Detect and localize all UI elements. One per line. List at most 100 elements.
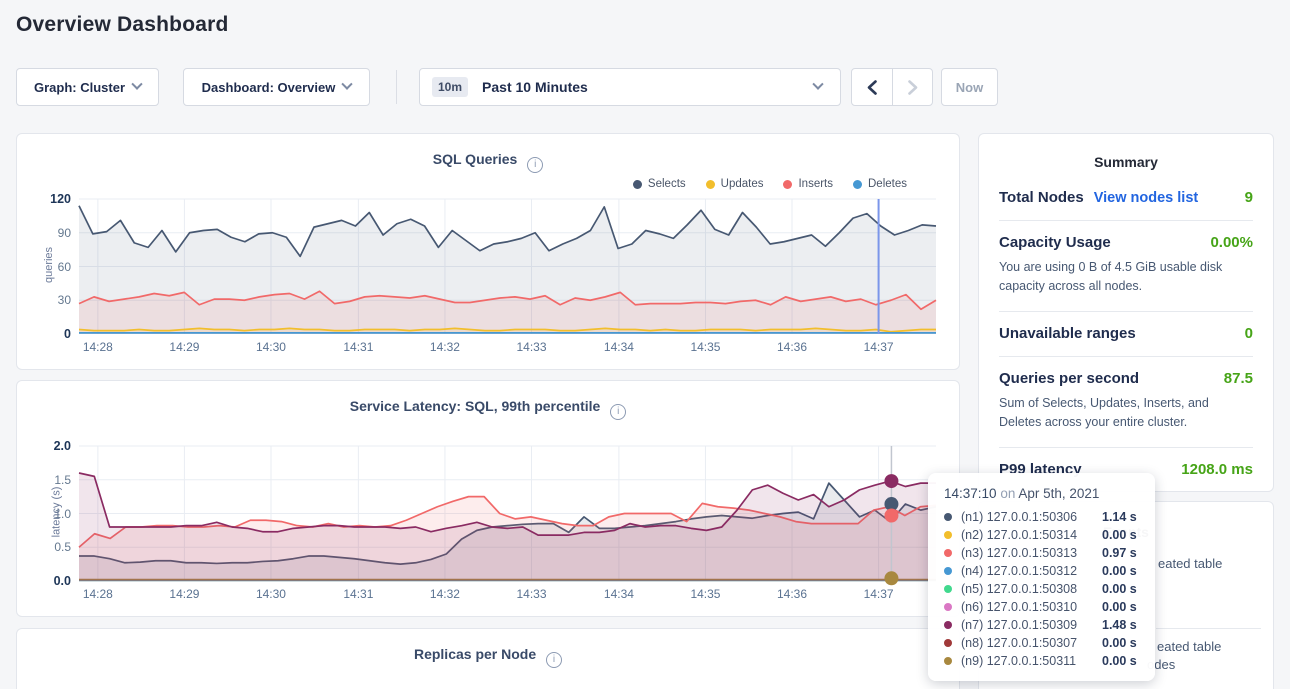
tooltip-node-row: (n8) 127.0.0.1:503070.00 s — [944, 634, 1141, 652]
chart-title: SQL Queries i — [17, 151, 959, 173]
summary-heading: Summary — [999, 134, 1253, 176]
tooltip-node-row: (n9) 127.0.0.1:503110.00 s — [944, 652, 1141, 670]
chevron-down-icon — [131, 79, 142, 90]
tooltip-node-label: (n3) 127.0.0.1:50313 — [961, 546, 1102, 560]
chevron-down-icon — [812, 79, 823, 90]
x-axis-tick: 14:35 — [690, 587, 720, 601]
chart-plot[interactable] — [79, 446, 936, 581]
previous-time-button[interactable] — [852, 69, 892, 105]
summary-row-description: Sum of Selects, Updates, Inserts, and De… — [999, 394, 1253, 433]
tooltip-on: on — [997, 486, 1019, 501]
y-axis-tick: 0.0 — [19, 573, 71, 589]
dashboard-dropdown-label: Dashboard: Overview — [202, 80, 336, 95]
time-range-dropdown[interactable]: 10m Past 10 Minutes — [419, 68, 841, 106]
legend-label: Deletes — [868, 178, 907, 190]
node-color-dot — [944, 621, 952, 629]
tooltip-node-label: (n4) 127.0.0.1:50312 — [961, 564, 1102, 578]
tooltip-node-row: (n7) 127.0.0.1:503091.48 s — [944, 616, 1141, 634]
legend-dot — [783, 180, 792, 189]
tooltip-node-value: 0.00 s — [1102, 654, 1137, 668]
legend-label: Inserts — [798, 178, 833, 190]
replicas-per-node-chart-card: Replicas per Node i — [16, 628, 960, 689]
x-axis-tick: 14:30 — [256, 340, 286, 354]
legend-item-updates: Updates — [706, 178, 764, 190]
y-axis-tick: 2.0 — [19, 438, 71, 454]
node-color-dot — [944, 585, 952, 593]
tooltip-node-label: (n6) 127.0.0.1:50310 — [961, 600, 1102, 614]
tooltip-node-label: (n7) 127.0.0.1:50309 — [961, 618, 1102, 632]
graph-dropdown-label: Graph: Cluster — [34, 80, 125, 95]
page-title: Overview Dashboard — [16, 13, 229, 37]
overview-dashboard-page: Overview Dashboard Graph: Cluster Dashbo… — [0, 0, 1290, 689]
tooltip-node-value: 0.00 s — [1102, 582, 1137, 596]
summary-row-value: 0.00% — [1210, 234, 1253, 251]
tooltip-node-label: (n2) 127.0.0.1:50314 — [961, 528, 1102, 542]
x-axis-tick: 14:36 — [777, 340, 807, 354]
tooltip-node-value: 0.00 s — [1102, 528, 1137, 542]
info-icon[interactable]: i — [546, 652, 562, 668]
tooltip-node-value: 0.00 s — [1102, 636, 1137, 650]
summary-panel: Summary Total NodesView nodes list9Capac… — [978, 133, 1274, 492]
y-axis-tick: 30 — [19, 292, 71, 308]
node-color-dot — [944, 513, 952, 521]
x-axis-tick: 14:35 — [690, 340, 720, 354]
x-axis-tick: 14:37 — [864, 340, 894, 354]
x-axis-tick: 14:32 — [430, 587, 460, 601]
view-nodes-list-link[interactable]: View nodes list — [1094, 190, 1199, 206]
node-color-dot — [944, 549, 952, 557]
summary-row-value: 0 — [1245, 325, 1253, 342]
tooltip-node-label: (n9) 127.0.0.1:50311 — [961, 654, 1102, 668]
tooltip-time: 14:37:10 — [944, 486, 997, 501]
x-axis-tick: 14:37 — [864, 587, 894, 601]
next-time-button[interactable] — [892, 69, 932, 105]
tooltip-node-value: 0.00 s — [1102, 600, 1137, 614]
info-icon[interactable]: i — [610, 404, 626, 420]
tooltip-node-row: (n2) 127.0.0.1:503140.00 s — [944, 526, 1141, 544]
tooltip-date: Apr 5th, 2021 — [1018, 486, 1099, 501]
summary-row: Total NodesView nodes list9 — [999, 176, 1253, 221]
legend-dot — [853, 180, 862, 189]
now-button-label: Now — [956, 80, 983, 95]
tooltip-node-label: (n5) 127.0.0.1:50308 — [961, 582, 1102, 596]
y-axis-tick: 90 — [19, 225, 71, 241]
summary-row-description: You are using 0 B of 4.5 GiB usable disk… — [999, 258, 1253, 297]
x-axis-tick: 14:33 — [516, 340, 546, 354]
chart-plot[interactable] — [79, 199, 936, 334]
tooltip-node-row: (n6) 127.0.0.1:503100.00 s — [944, 598, 1141, 616]
time-range-badge: 10m — [432, 77, 468, 97]
tooltip-node-label: (n1) 127.0.0.1:50306 — [961, 510, 1102, 524]
x-axis-tick: 14:34 — [604, 340, 634, 354]
info-icon[interactable]: i — [527, 157, 543, 173]
chart-title: Service Latency: SQL, 99th percentile i — [17, 398, 959, 420]
node-color-dot — [944, 603, 952, 611]
legend-dot — [633, 180, 642, 189]
graph-dropdown[interactable]: Graph: Cluster — [16, 68, 159, 106]
legend-label: Updates — [721, 178, 764, 190]
sql-queries-chart-card: SQL Queries i Selects Updates Inserts Delete… — [16, 133, 960, 370]
node-color-dot — [944, 657, 952, 665]
event-text-fragment: eated table — [1158, 556, 1222, 571]
summary-row: Capacity Usage 0.00% You are using 0 B of … — [999, 221, 1253, 312]
legend-item-deletes: Deletes — [853, 178, 907, 190]
tooltip-timestamp: 14:37:10 on Apr 5th, 2021 — [944, 486, 1141, 501]
tooltip-node-row: (n1) 127.0.0.1:503061.14 s — [944, 508, 1141, 526]
legend-label: Selects — [648, 178, 686, 190]
chevron-down-icon — [342, 79, 353, 90]
y-axis-label: latency (s) — [50, 486, 62, 537]
tooltip-node-label: (n8) 127.0.0.1:50307 — [961, 636, 1102, 650]
summary-row-value: 87.5 — [1224, 370, 1253, 387]
y-axis-tick: 1.5 — [19, 472, 71, 488]
summary-row: Unavailable ranges 0 — [999, 312, 1253, 357]
x-axis-tick: 14:32 — [430, 340, 460, 354]
summary-row-label: Unavailable ranges — [999, 325, 1136, 342]
node-color-dot — [944, 531, 952, 539]
summary-row-label: Capacity Usage — [999, 234, 1111, 251]
x-axis-tick: 14:29 — [169, 340, 199, 354]
now-button[interactable]: Now — [941, 68, 998, 106]
x-axis-tick: 14:36 — [777, 587, 807, 601]
tooltip-node-row: (n4) 127.0.0.1:503120.00 s — [944, 562, 1141, 580]
summary-row-label: Queries per second — [999, 370, 1139, 387]
dashboard-dropdown[interactable]: Dashboard: Overview — [183, 68, 370, 106]
chart-title: Replicas per Node i — [17, 646, 959, 668]
summary-row: Queries per second 87.5 Sum of Selects, Up… — [999, 357, 1253, 448]
